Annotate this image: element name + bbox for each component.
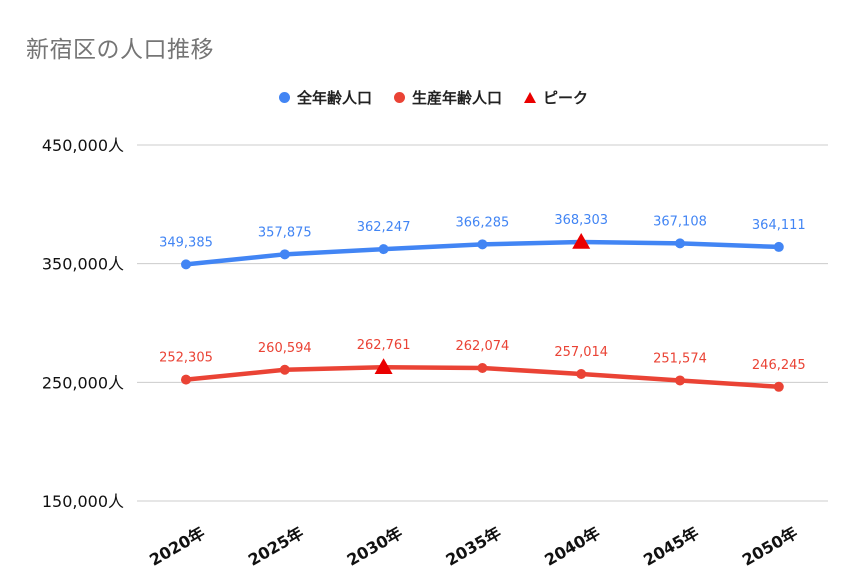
data-label: 349,385 (159, 235, 213, 250)
data-label: 366,285 (456, 215, 510, 230)
x-tick-label: 2040年 (541, 523, 603, 570)
legend-item-peak[interactable]: ピーク (524, 87, 588, 108)
chart-title: 新宿区の人口推移 (26, 37, 214, 63)
data-label: 252,305 (159, 351, 213, 366)
legend-item-all-ages[interactable]: 全年齢人口 (278, 87, 372, 108)
legend-label-working-age: 生産年齢人口 (411, 89, 502, 107)
data-point (279, 249, 290, 260)
legend: 全年齢人口 生産年齢人口 ピーク (0, 87, 857, 108)
y-tick-label: 250,000人 (42, 373, 124, 392)
legend-label-all-ages: 全年齢人口 (296, 89, 372, 107)
legend-label-peak: ピーク (543, 89, 589, 107)
data-point (279, 364, 290, 375)
legend-marker-peak-triangle (524, 92, 536, 103)
y-tick-label: 450,000人 (42, 136, 124, 155)
x-tick-label: 2020年 (146, 523, 208, 570)
data-label: 357,875 (258, 225, 312, 240)
data-label: 262,074 (456, 339, 510, 354)
x-tick-label: 2050年 (739, 523, 801, 570)
data-point (675, 375, 685, 386)
legend-item-working-age[interactable]: 生産年齢人口 (393, 87, 502, 108)
data-label: 364,111 (752, 218, 806, 233)
x-tick-label: 2025年 (245, 523, 307, 570)
data-label: 362,247 (357, 220, 411, 235)
data-point (378, 244, 389, 255)
data-point (477, 363, 488, 374)
data-point (477, 239, 488, 250)
data-label: 251,574 (653, 351, 707, 366)
data-point (576, 369, 587, 380)
x-tick-label: 2035年 (442, 523, 504, 570)
x-tick-label: 2030年 (344, 523, 406, 570)
data-point (675, 238, 685, 249)
data-point (181, 374, 191, 385)
y-tick-label: 350,000人 (42, 255, 124, 274)
data-label: 260,594 (258, 341, 312, 356)
data-label: 368,303 (554, 213, 608, 228)
data-label: 262,761 (357, 338, 411, 353)
data-label: 246,245 (752, 358, 806, 373)
data-label: 257,014 (554, 345, 608, 360)
peak-marker (374, 358, 393, 374)
data-point (773, 381, 784, 392)
x-tick-label: 2045年 (640, 523, 702, 570)
y-tick-label: 150,000人 (42, 492, 124, 511)
legend-marker-working-age (393, 92, 405, 103)
data-point (773, 241, 784, 252)
peak-marker (572, 232, 591, 249)
data-label: 367,108 (653, 214, 707, 229)
legend-marker-all-ages (278, 92, 290, 103)
data-point (181, 259, 191, 270)
